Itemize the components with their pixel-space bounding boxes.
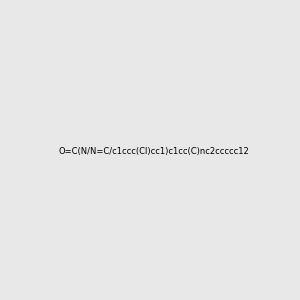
Text: O=C(N/N=C/c1ccc(Cl)cc1)c1cc(C)nc2ccccc12: O=C(N/N=C/c1ccc(Cl)cc1)c1cc(C)nc2ccccc12 [58, 147, 249, 156]
